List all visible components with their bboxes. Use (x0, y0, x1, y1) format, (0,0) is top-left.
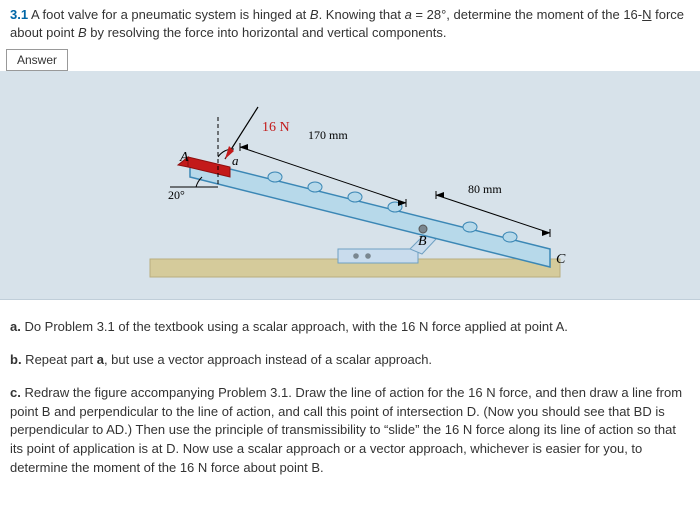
problem-statement: 3.1 A foot valve for a pneumatic system … (0, 0, 700, 43)
dim-bc-arr-r (542, 230, 550, 236)
part-b: b. Repeat part a, but use a vector appro… (10, 351, 690, 370)
dim-ab-arr-l (240, 144, 248, 150)
hinge-pin (419, 225, 427, 233)
bump (268, 172, 282, 182)
bump (308, 182, 322, 192)
label-B: B (418, 234, 427, 249)
questions-block: a. Do Problem 3.1 of the textbook using … (0, 300, 700, 502)
bump (463, 222, 477, 232)
diagram: 20° a 16 N 170 mm 80 mm A B C (110, 99, 590, 289)
base-bolt-1 (353, 253, 359, 259)
dim-bc-arr-l (436, 192, 444, 198)
force-label: 16 N (262, 120, 290, 135)
problem-number: 3.1 (10, 7, 28, 22)
dim-bc-label: 80 mm (468, 182, 502, 196)
problem-text: A foot valve for a pneumatic system is h… (10, 7, 684, 40)
figure-area: 20° a 16 N 170 mm 80 mm A B C (0, 71, 700, 300)
part-c: c. Redraw the figure accompanying Proble… (10, 384, 690, 478)
dim-ab-label: 170 mm (308, 128, 348, 142)
label-A: A (179, 150, 189, 165)
part-a: a. Do Problem 3.1 of the textbook using … (10, 318, 690, 337)
answer-button[interactable]: Answer (6, 49, 68, 71)
label-C: C (556, 252, 566, 267)
bump (348, 192, 362, 202)
base-bolt-2 (365, 253, 371, 259)
base-block (338, 249, 418, 263)
bump (503, 232, 517, 242)
angle20-label: 20° (168, 188, 185, 202)
alpha-label: a (232, 153, 239, 168)
